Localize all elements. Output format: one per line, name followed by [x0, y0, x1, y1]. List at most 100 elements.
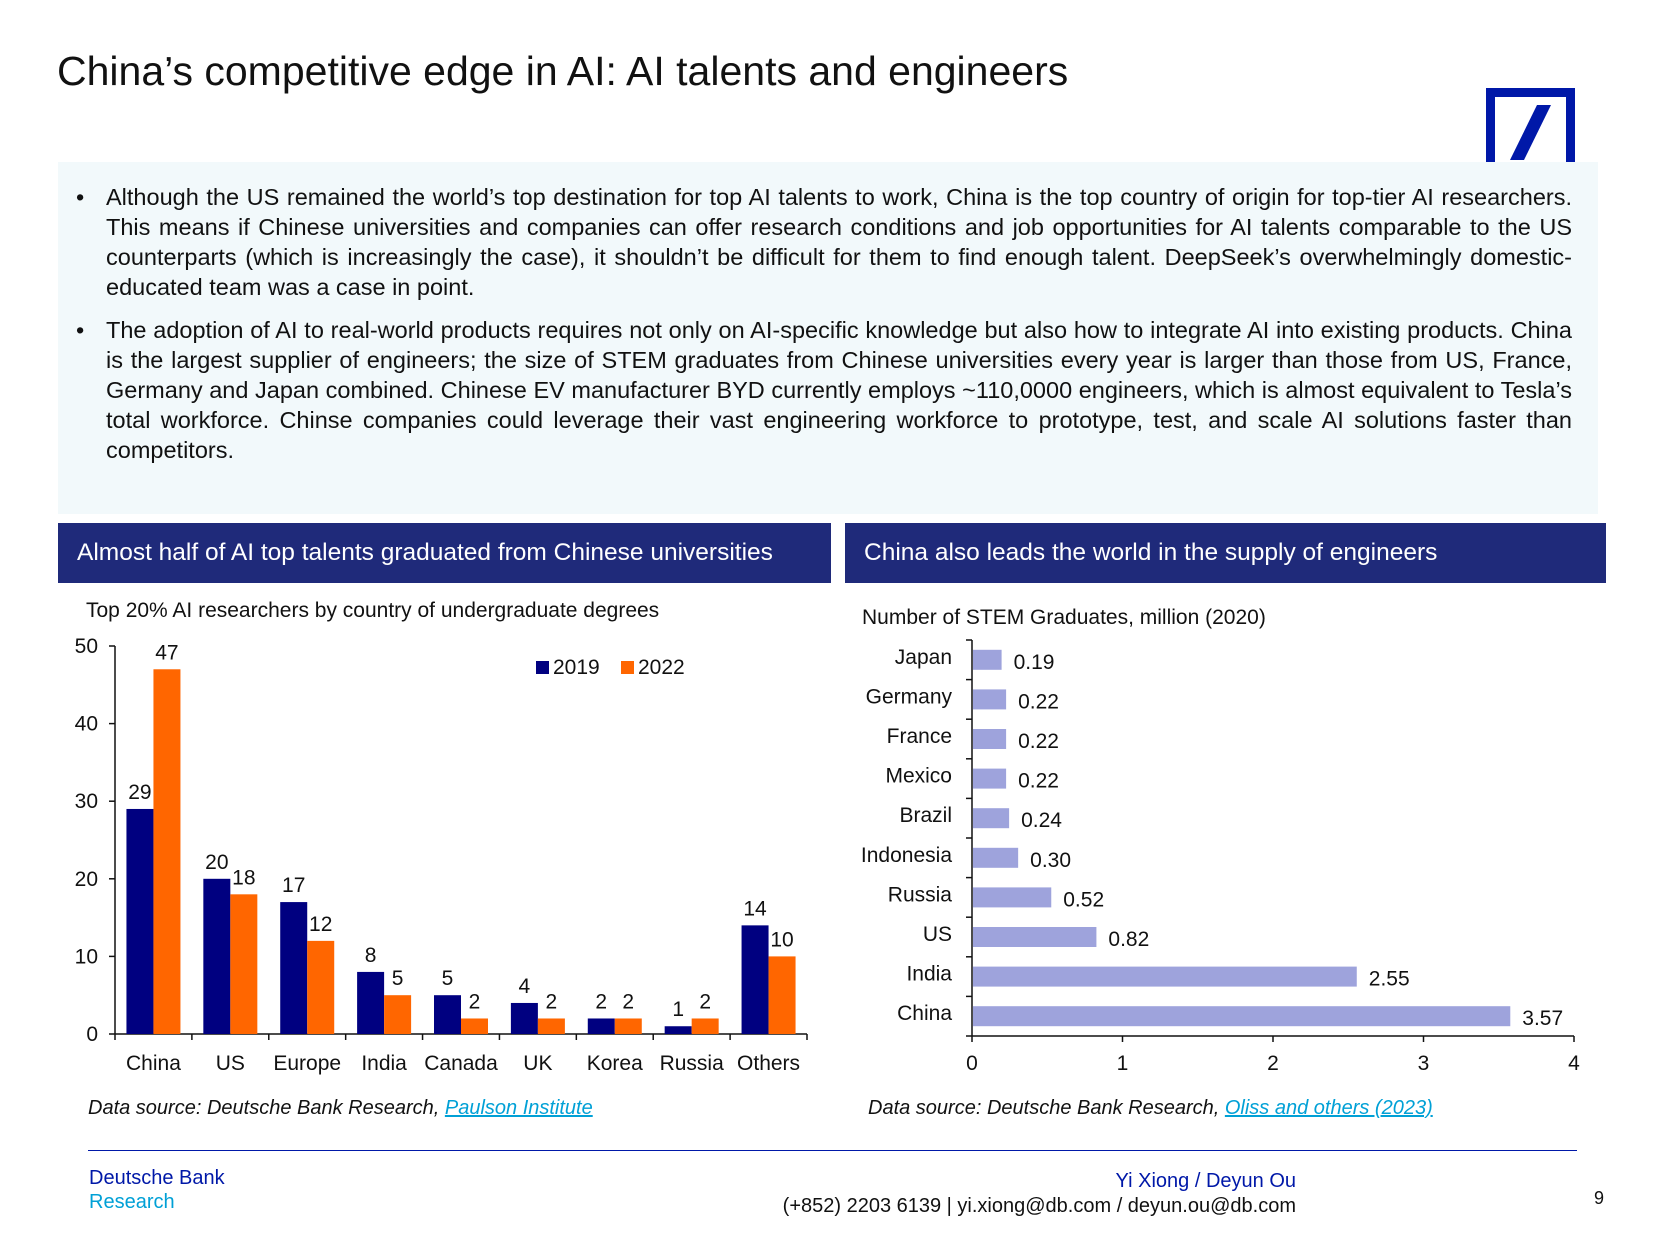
x-tick-label: Canada: [424, 1052, 498, 1075]
bar-china: [973, 1006, 1511, 1027]
data-label: 0.52: [1063, 888, 1104, 911]
y-tick-label: 0: [86, 1023, 98, 1046]
bar-france: [973, 729, 1007, 749]
x-tick-label: 1: [1117, 1052, 1129, 1075]
data-label: 2: [699, 990, 711, 1013]
data-label: 0.82: [1108, 928, 1149, 951]
bar-germany: [973, 689, 1007, 710]
source-text: Data source: Deutsche Bank Research,: [868, 1097, 1225, 1119]
data-label: 4: [519, 975, 531, 998]
chart-title: Number of STEM Graduates, million (2020): [862, 606, 1266, 629]
bullet-text: The adoption of AI to real-world product…: [106, 317, 1572, 463]
paulson-institute-link[interactable]: Paulson Institute: [444, 1097, 593, 1119]
y-tick-label: 10: [75, 945, 98, 968]
ai-researchers-bar-chart: Top 20% AI researchers by country of und…: [75, 599, 808, 1075]
bar-japan: [973, 649, 1002, 670]
left-panel-header: Almost half of AI top talents graduated …: [58, 523, 831, 583]
y-tick-label: Mexico: [885, 765, 952, 788]
bar-brazil: [973, 808, 1010, 829]
data-label: 0.22: [1018, 730, 1059, 753]
bullet-item: • Although the US remained the world’s to…: [72, 182, 1572, 302]
bar-2022-us: [230, 894, 258, 1034]
footer-contact: (+852) 2203 6139 | yi.xiong@db.com / dey…: [782, 1195, 1296, 1217]
y-tick-label: Brazil: [899, 804, 952, 827]
source-text: Data source: Deutsche Bank Research,: [88, 1097, 445, 1119]
bar-2019-others: [741, 925, 769, 1034]
x-tick-label: 4: [1568, 1052, 1580, 1075]
bar-2022-europe: [307, 940, 335, 1034]
data-label: 2: [622, 990, 634, 1013]
data-label: 17: [282, 874, 305, 897]
bar-india: [973, 966, 1357, 987]
x-tick-label: Europe: [273, 1052, 341, 1075]
bar-2019-korea: [587, 1018, 615, 1034]
oliss-link[interactable]: Oliss and others (2023): [1224, 1097, 1433, 1119]
y-tick-label: 40: [75, 713, 98, 736]
data-label: 5: [392, 967, 404, 990]
right-panel-header: China also leads the world in the supply…: [845, 523, 1606, 583]
bar-indonesia: [973, 847, 1019, 868]
summary-bullets: • Although the US remained the world’s to…: [72, 182, 1572, 478]
footer-divider: [88, 1150, 1577, 1151]
x-tick-label: 2: [1267, 1052, 1279, 1075]
data-label: 2.55: [1369, 968, 1410, 991]
bullet-item: • The adoption of AI to real-world produc…: [72, 315, 1572, 465]
data-label: 0.30: [1030, 849, 1071, 872]
data-label: 0.22: [1018, 690, 1059, 713]
bar-2022-russia: [691, 1018, 719, 1034]
logo-slash-icon: [1510, 105, 1551, 160]
y-tick-label: India: [906, 963, 952, 986]
data-label: 10: [770, 928, 793, 951]
x-tick-label: UK: [523, 1052, 552, 1075]
x-tick-label: China: [126, 1052, 181, 1075]
y-tick-label: France: [887, 725, 952, 748]
data-label: 2: [546, 990, 558, 1013]
bullet-text: Although the US remained the world’s top…: [106, 184, 1572, 300]
chart-title: Top 20% AI researchers by country of und…: [86, 599, 659, 622]
y-tick-label: 30: [75, 790, 98, 813]
legend-swatch: [536, 661, 549, 674]
x-tick-label: 0: [966, 1052, 978, 1075]
data-label: 8: [365, 944, 377, 967]
stem-graduates-bar-chart: Number of STEM Graduates, million (2020)…: [861, 606, 1580, 1075]
y-tick-label: 20: [75, 868, 98, 891]
x-tick-label: India: [361, 1052, 407, 1075]
data-label: 1: [672, 998, 684, 1021]
data-label: 12: [309, 913, 332, 936]
bar-2019-india: [357, 971, 385, 1034]
bar-2022-china: [153, 669, 181, 1034]
left-data-source: Data source: Deutsche Bank Research, Pau…: [88, 1097, 593, 1120]
bullet-dot-icon: •: [76, 184, 85, 210]
x-tick-label: Others: [737, 1052, 800, 1075]
data-label: 5: [442, 967, 454, 990]
bar-2022-india: [384, 995, 412, 1034]
data-label: 14: [743, 897, 767, 920]
bar-russia: [973, 887, 1052, 908]
data-label: 0.24: [1021, 809, 1062, 832]
data-label: 0.22: [1018, 770, 1059, 793]
y-tick-label: Germany: [866, 685, 953, 708]
x-tick-label: Korea: [587, 1052, 643, 1075]
y-tick-label: Japan: [895, 646, 952, 669]
summary-box: [58, 162, 1598, 514]
x-tick-label: US: [216, 1052, 245, 1075]
y-tick-label: China: [897, 1002, 952, 1025]
bar-us: [973, 927, 1097, 947]
footer-brand: Deutsche Bank: [89, 1167, 225, 1189]
data-label: 2: [595, 990, 607, 1013]
bar-2019-russia: [664, 1026, 692, 1034]
bar-2019-uk: [510, 1002, 538, 1034]
bar-2019-europe: [280, 902, 308, 1034]
x-tick-label: 3: [1418, 1052, 1430, 1075]
bar-2019-china: [126, 808, 154, 1034]
legend-swatch: [621, 661, 634, 674]
bar-mexico: [973, 768, 1007, 789]
y-tick-label: US: [923, 923, 952, 946]
y-tick-label: Indonesia: [861, 844, 952, 867]
legend-label: 2022: [638, 656, 685, 679]
bar-2022-canada: [461, 1018, 488, 1034]
bar-2019-us: [203, 878, 231, 1034]
data-label: 2: [469, 990, 481, 1013]
bullet-dot-icon: •: [76, 317, 85, 343]
legend-label: 2019: [553, 656, 600, 679]
